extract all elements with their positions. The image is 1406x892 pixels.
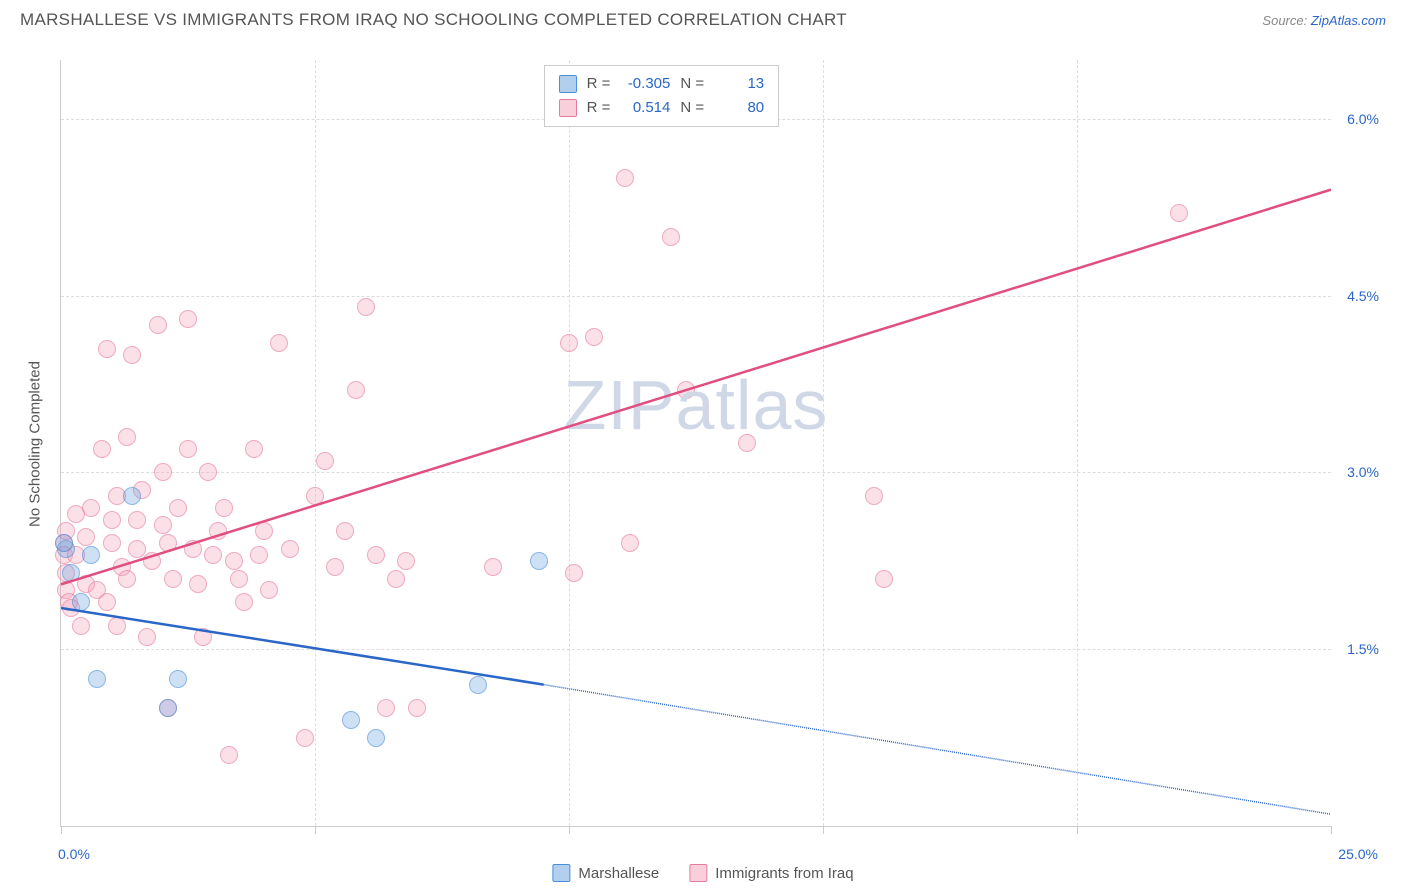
y-tick-label: 1.5% bbox=[1347, 641, 1379, 657]
source-attribution: Source: ZipAtlas.com bbox=[1262, 13, 1386, 28]
tick-x bbox=[569, 826, 570, 834]
x-min-label: 0.0% bbox=[58, 846, 90, 862]
legend-label: Marshallese bbox=[578, 865, 659, 882]
n-value-blue: 13 bbox=[714, 72, 764, 96]
chart-title: MARSHALLESE VS IMMIGRANTS FROM IRAQ NO S… bbox=[20, 10, 847, 30]
n-label: N = bbox=[680, 96, 704, 120]
swatch-blue-icon bbox=[559, 75, 577, 93]
tick-x bbox=[1077, 826, 1078, 834]
n-label: N = bbox=[680, 72, 704, 96]
y-tick-label: 4.5% bbox=[1347, 288, 1379, 304]
chart-container: No Schooling Completed ZIPatlas R = -0.3… bbox=[45, 45, 1386, 842]
tick-x bbox=[823, 826, 824, 834]
y-axis-title: No Schooling Completed bbox=[27, 361, 44, 527]
y-tick-label: 6.0% bbox=[1347, 111, 1379, 127]
plot-area: ZIPatlas R = -0.305 N = 13 R = 0.514 N =… bbox=[60, 60, 1331, 827]
tick-x bbox=[61, 826, 62, 834]
trend-lines bbox=[61, 60, 1331, 826]
tick-x bbox=[315, 826, 316, 834]
swatch-blue-icon bbox=[552, 864, 570, 882]
r-label: R = bbox=[587, 96, 611, 120]
legend-row-blue: R = -0.305 N = 13 bbox=[559, 72, 765, 96]
legend-bottom: Marshallese Immigrants from Iraq bbox=[552, 864, 853, 882]
legend-row-pink: R = 0.514 N = 80 bbox=[559, 96, 765, 120]
legend-item-marshallese: Marshallese bbox=[552, 864, 659, 882]
n-value-pink: 80 bbox=[714, 96, 764, 120]
tick-x bbox=[1331, 826, 1332, 834]
legend-stats: R = -0.305 N = 13 R = 0.514 N = 80 bbox=[544, 65, 780, 127]
swatch-pink-icon bbox=[559, 99, 577, 117]
legend-item-iraq: Immigrants from Iraq bbox=[689, 864, 853, 882]
r-value-pink: 0.514 bbox=[620, 96, 670, 120]
r-value-blue: -0.305 bbox=[620, 72, 670, 96]
legend-label: Immigrants from Iraq bbox=[715, 865, 853, 882]
r-label: R = bbox=[587, 72, 611, 96]
x-max-label: 25.0% bbox=[1338, 846, 1378, 862]
source-link[interactable]: ZipAtlas.com bbox=[1311, 13, 1386, 28]
y-tick-label: 3.0% bbox=[1347, 464, 1379, 480]
swatch-pink-icon bbox=[689, 864, 707, 882]
